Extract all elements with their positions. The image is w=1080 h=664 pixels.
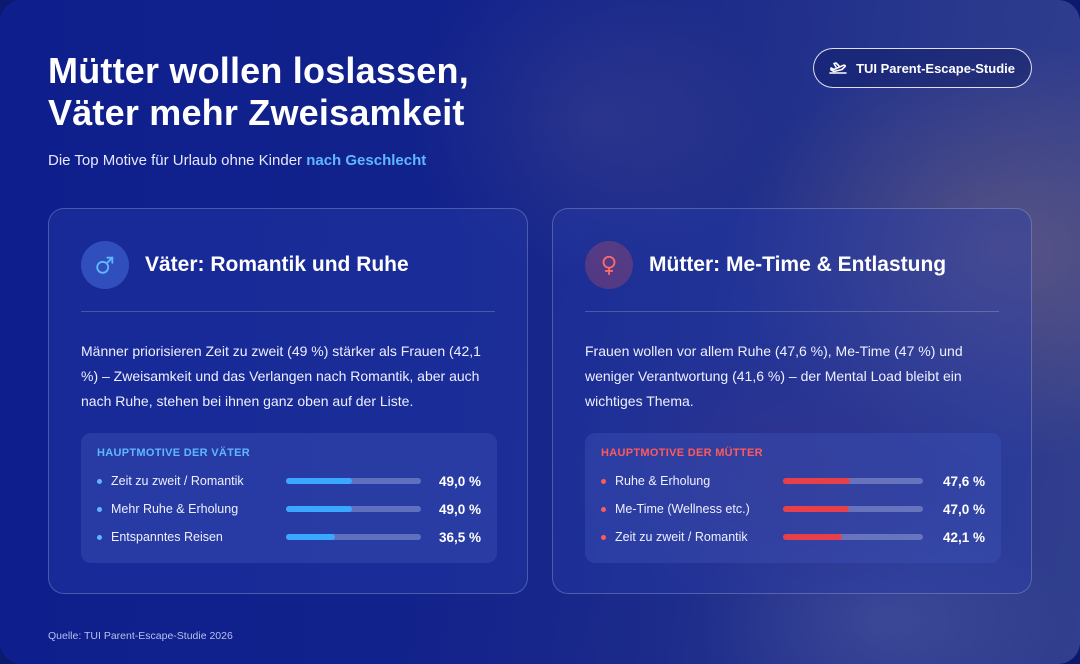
motive-row: Zeit zu zweit / Romantik 42,1 % [601, 523, 985, 551]
mothers-card-header: Mütter: Me-Time & Entlastung [585, 241, 946, 289]
fathers-description: Männer priorisieren Zeit zu zweit (49 %)… [81, 343, 481, 409]
fathers-card: Väter: Romantik und Ruhe Männer priorisi… [48, 208, 528, 594]
bullet-dot-icon [601, 478, 606, 484]
fathers-motives-box: Hauptmotive der Väter Zeit zu zweit / Ro… [81, 433, 497, 563]
motive-row: Me-Time (Wellness etc.) 47,0 % [601, 495, 985, 523]
motive-row: Entspanntes Reisen 36,5 % [97, 523, 481, 551]
fathers-card-header: Väter: Romantik und Ruhe [81, 241, 409, 289]
motive-bar-track [783, 506, 923, 512]
mothers-motives-box: Hauptmotive der Mütter Ruhe & Erholung 47… [585, 433, 1001, 563]
motive-bar-fill [783, 534, 842, 540]
motive-bar-fill [286, 534, 336, 540]
motive-label: Ruhe & Erholung [615, 474, 711, 488]
subtitle-text: Die Top Motive für Urlaub ohne Kinder [48, 152, 303, 169]
motive-bar-track [783, 478, 923, 484]
motive-label: Mehr Ruhe & Erholung [111, 502, 239, 516]
motive-bar-fill [783, 478, 850, 484]
motive-bar-track [286, 534, 421, 540]
bullet-dot-icon [97, 478, 102, 484]
motive-bar-track [783, 534, 923, 540]
motive-row: Zeit zu zweit / Romantik 49,0 % [97, 467, 481, 495]
motive-bar-fill [286, 506, 353, 512]
page-subtitle: Die Top Motive für Urlaub ohne Kinder na… [48, 152, 426, 169]
mothers-card-title: Mütter: Me-Time & Entlastung [649, 253, 947, 276]
mothers-card: Mütter: Me-Time & Entlastung Frauen woll… [552, 208, 1032, 594]
fathers-divider [81, 311, 495, 312]
title-line-1: Mütter wollen loslassen, [48, 50, 469, 91]
motive-value: 47,0 % [942, 501, 985, 517]
motive-value: 42,1 % [942, 529, 985, 545]
motive-label: Zeit zu zweit / Romantik [111, 474, 244, 488]
motive-label: Entspanntes Reisen [111, 530, 223, 544]
page-title: Mütter wollen loslassen, Väter mehr Zwei… [48, 50, 608, 134]
bullet-dot-icon [97, 534, 102, 540]
motive-label: Me-Time (Wellness etc.) [615, 502, 750, 516]
mothers-motives-heading: Hauptmotive der Mütter [601, 447, 763, 459]
fathers-motives-heading: Hauptmotive der Väter [97, 447, 250, 459]
motive-bar-track [286, 506, 421, 512]
study-badge-label: TUI Parent-Escape-Studie [856, 60, 1015, 76]
male-symbol-icon [81, 241, 129, 289]
source-note: Quelle: TUI Parent-Escape-Studie 2026 [48, 630, 233, 642]
motive-bar-track [286, 478, 421, 484]
motive-value: 36,5 % [438, 529, 481, 545]
bullet-dot-icon [601, 506, 606, 512]
motive-bar-fill [783, 506, 849, 512]
bullet-dot-icon [601, 534, 606, 540]
motive-row: Mehr Ruhe & Erholung 49,0 % [97, 495, 481, 523]
study-badge: TUI Parent-Escape-Studie [813, 48, 1032, 88]
fathers-card-title: Väter: Romantik und Ruhe [145, 253, 409, 276]
motive-row: Ruhe & Erholung 47,6 % [601, 467, 985, 495]
title-line-2: Väter mehr Zweisamkeit [48, 92, 465, 133]
motive-bar-fill [286, 478, 353, 484]
motive-label: Zeit zu zweit / Romantik [615, 530, 748, 544]
mothers-motives-list: Ruhe & Erholung 47,6 % Me-Time (Wellness e… [601, 467, 985, 551]
fathers-motives-list: Zeit zu zweit / Romantik 49,0 % Mehr Ruhe … [97, 467, 481, 551]
motive-value: 49,0 % [438, 501, 481, 517]
bullet-dot-icon [97, 506, 102, 512]
mothers-divider [585, 311, 999, 312]
motive-value: 47,6 % [942, 473, 985, 489]
motive-value: 49,0 % [438, 473, 481, 489]
mothers-description: Frauen wollen vor allem Ruhe (47,6 %), M… [585, 343, 963, 409]
plane-icon [829, 62, 847, 74]
subtitle-highlight: nach Geschlecht [306, 152, 427, 169]
female-symbol-icon [585, 241, 633, 289]
